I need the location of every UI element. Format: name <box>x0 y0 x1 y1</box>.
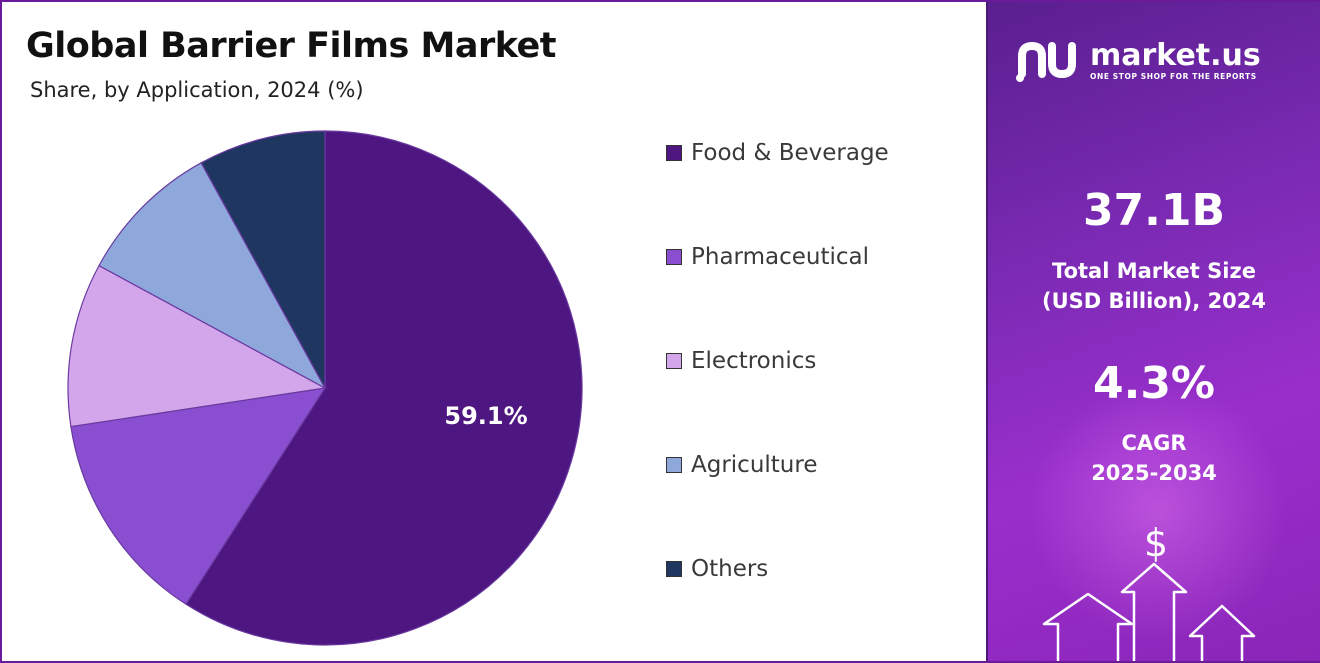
legend-item-others: Others <box>666 556 768 582</box>
legend-item-food-beverage: Food & Beverage <box>666 140 889 166</box>
pie-slice-agriculture <box>98 161 327 390</box>
legend-label: Electronics <box>691 348 817 374</box>
pie-slice-pharmaceutical <box>70 387 327 605</box>
legend-swatch <box>666 561 682 577</box>
pie-data-label: 59.1% <box>444 402 527 430</box>
cagr-caption-line2: 2025-2034 <box>1091 461 1217 485</box>
brand-logo: market.us ONE STOP SHOP FOR THE REPORTS <box>1014 38 1261 82</box>
pie-chart: 59.1% <box>67 130 583 646</box>
brand-name: market.us <box>1090 37 1261 73</box>
chart-panel: Global Barrier Films Market Share, by Ap… <box>2 2 986 661</box>
legend-swatch <box>666 457 682 473</box>
market-us-logo-icon <box>1016 41 1076 82</box>
up-arrow-icon <box>1188 604 1256 661</box>
cagr-value: 4.3% <box>1092 358 1216 409</box>
legend-swatch <box>666 249 682 265</box>
up-arrow-icon <box>1042 592 1134 661</box>
cagr-caption-line1: CAGR <box>1121 431 1187 455</box>
pie-slice-food-beverage <box>185 130 583 646</box>
background-glow <box>1028 382 1288 642</box>
dollar-icon: $ <box>1144 521 1168 565</box>
legend-swatch <box>666 145 682 161</box>
pie-slice-others <box>200 130 326 389</box>
legend-label: Agriculture <box>691 452 818 478</box>
legend-item-agriculture: Agriculture <box>666 452 818 478</box>
chart-title: Global Barrier Films Market <box>26 26 557 66</box>
pie-slice-electronics <box>67 264 327 428</box>
market-size-caption-line2: (USD Billion), 2024 <box>1041 289 1267 313</box>
legend-label: Food & Beverage <box>691 140 889 166</box>
market-size-caption-line1: Total Market Size <box>1052 259 1256 283</box>
up-arrow-icon <box>1120 562 1188 661</box>
brand-tagline: ONE STOP SHOP FOR THE REPORTS <box>1090 71 1257 81</box>
chart-subtitle: Share, by Application, 2024 (%) <box>30 78 364 102</box>
legend-label: Others <box>691 556 769 582</box>
legend-item-electronics: Electronics <box>666 348 816 374</box>
legend-label: Pharmaceutical <box>691 244 870 270</box>
legend-item-pharmaceutical: Pharmaceutical <box>666 244 869 270</box>
legend-swatch <box>666 353 682 369</box>
arrows-decoration: $ <box>1042 521 1256 661</box>
info-panel: $ market.us ONE STOP SHOP FOR THE REPORT… <box>986 2 1320 661</box>
market-size-value: 37.1B <box>1082 185 1226 236</box>
